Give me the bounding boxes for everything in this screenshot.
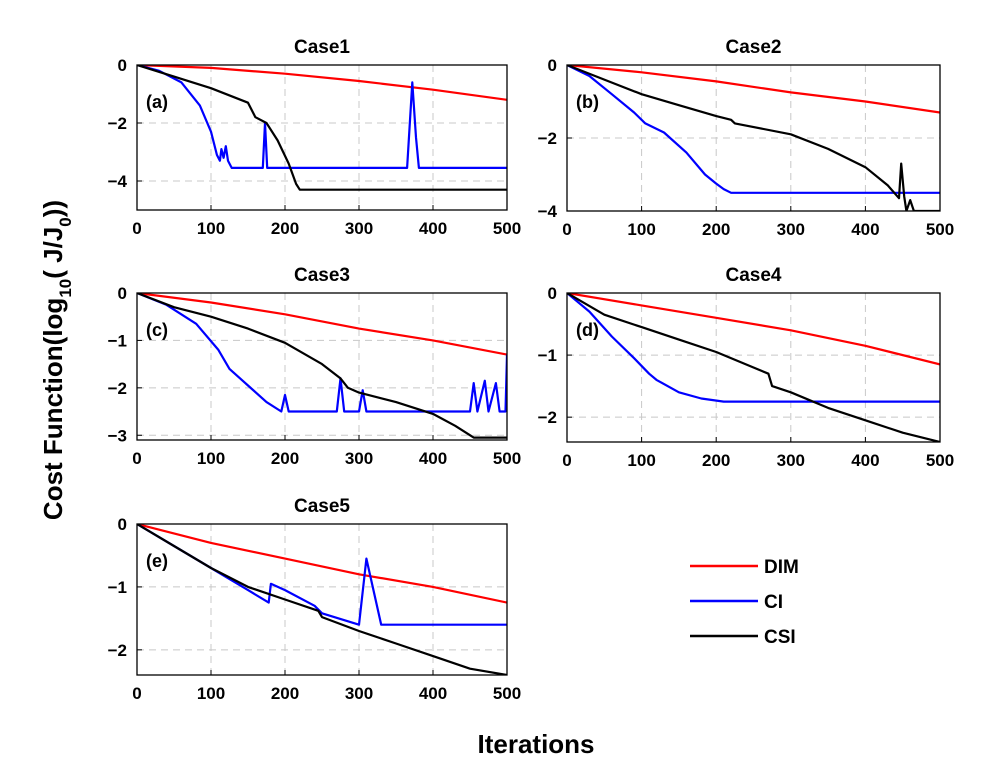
panel-case1: 0 100 200 300 400 500 0 −2 −4 Case1 (a) bbox=[108, 37, 522, 238]
series-csi-line bbox=[137, 293, 507, 439]
series-csi-line bbox=[567, 65, 940, 211]
x-tick-label: 300 bbox=[345, 449, 373, 468]
panel-case3: 0 100 200 300 400 500 0 −1 −2 −3 Case3 (c) bbox=[108, 265, 522, 468]
panel-case2: 0 100 200 300 400 500 0 −2 −4 Case2 (b) bbox=[538, 37, 955, 239]
legend: DIM CI CSI bbox=[690, 557, 799, 648]
panels: 0 100 200 300 400 500 0 −2 −4 Case1 (a) 0 100 200 300 4… bbox=[108, 37, 955, 703]
panel-tag-case5: (e) bbox=[146, 551, 168, 571]
y-tick-label: 0 bbox=[118, 56, 127, 75]
panel-title-case4: Case4 bbox=[726, 265, 782, 286]
x-tick-label: 100 bbox=[197, 449, 225, 468]
panel-title-case1: Case1 bbox=[294, 37, 350, 58]
y-tick-label: −2 bbox=[108, 114, 127, 133]
x-tick-label: 100 bbox=[197, 684, 225, 703]
series-csi-line bbox=[137, 65, 507, 191]
series-dim-line bbox=[137, 524, 507, 604]
panel-title-case2: Case2 bbox=[726, 37, 782, 58]
x-tick-label: 200 bbox=[271, 219, 299, 238]
x-tick-label: 300 bbox=[345, 219, 373, 238]
x-tick-label: 300 bbox=[777, 220, 805, 239]
x-tick-label: 200 bbox=[271, 684, 299, 703]
x-tick-label: 400 bbox=[851, 220, 879, 239]
series-ci-line bbox=[567, 293, 940, 403]
y-tick-label: −3 bbox=[108, 426, 127, 445]
y-tick-label: −2 bbox=[538, 129, 557, 148]
x-tick-label: 200 bbox=[271, 449, 299, 468]
plot-frame bbox=[136, 64, 508, 211]
y-tick-label: −4 bbox=[538, 202, 558, 221]
y-tick-label: −1 bbox=[538, 346, 557, 365]
x-tick-label: 500 bbox=[926, 451, 954, 470]
y-axis-label: Cost Function(log10( J/J0)) bbox=[38, 200, 75, 520]
y-tick-label: 0 bbox=[118, 284, 127, 303]
series-ci-line bbox=[137, 65, 507, 169]
series-ci-line bbox=[567, 65, 940, 194]
y-tick-label: −1 bbox=[108, 578, 127, 597]
panel-tag-case2: (b) bbox=[576, 92, 599, 112]
panel-title-case3: Case3 bbox=[294, 265, 350, 286]
legend-label-ci: CI bbox=[764, 592, 783, 613]
x-tick-label: 300 bbox=[777, 451, 805, 470]
x-tick-label: 500 bbox=[493, 684, 521, 703]
y-tick-label: −1 bbox=[108, 331, 127, 350]
series-ci-line bbox=[137, 293, 507, 413]
panel-tag-case1: (a) bbox=[146, 92, 168, 112]
x-tick-label: 0 bbox=[562, 220, 571, 239]
x-tick-label: 0 bbox=[562, 451, 571, 470]
series-csi-line bbox=[567, 293, 940, 442]
plot-frame bbox=[136, 523, 508, 676]
y-tick-label: 0 bbox=[548, 56, 557, 75]
series-dim-line bbox=[137, 293, 507, 356]
x-tick-label: 400 bbox=[419, 219, 447, 238]
x-tick-label: 200 bbox=[702, 451, 730, 470]
x-tick-label: 500 bbox=[493, 219, 521, 238]
x-axis-label: Iterations bbox=[477, 729, 594, 759]
plot-frame bbox=[566, 292, 941, 443]
y-tick-label: −2 bbox=[108, 641, 127, 660]
series-dim-line bbox=[137, 65, 507, 101]
y-tick-label: −2 bbox=[108, 379, 127, 398]
legend-label-dim: DIM bbox=[764, 557, 799, 578]
panel-case5: 0 100 200 300 400 500 0 −1 −2 Case5 (e) bbox=[108, 496, 522, 703]
series-dim-line bbox=[567, 65, 940, 114]
x-tick-label: 300 bbox=[345, 684, 373, 703]
plot-frame bbox=[136, 292, 508, 441]
x-tick-label: 200 bbox=[702, 220, 730, 239]
x-tick-label: 100 bbox=[627, 220, 655, 239]
panel-title-case5: Case5 bbox=[294, 496, 350, 517]
x-tick-label: 100 bbox=[627, 451, 655, 470]
panel-tag-case3: (c) bbox=[146, 320, 168, 340]
x-tick-label: 500 bbox=[493, 449, 521, 468]
panel-tag-case4: (d) bbox=[576, 320, 599, 340]
x-tick-label: 0 bbox=[132, 219, 141, 238]
x-tick-label: 0 bbox=[132, 684, 141, 703]
y-tick-label: 0 bbox=[118, 515, 127, 534]
y-tick-label: −2 bbox=[538, 408, 557, 427]
panel-case4: 0 100 200 300 400 500 0 −1 −2 Case4 (d) bbox=[538, 265, 955, 470]
series-csi-line bbox=[137, 524, 507, 675]
x-tick-label: 400 bbox=[419, 684, 447, 703]
x-tick-label: 400 bbox=[419, 449, 447, 468]
y-tick-label: −4 bbox=[108, 172, 128, 191]
x-tick-label: 0 bbox=[132, 449, 141, 468]
x-tick-label: 500 bbox=[926, 220, 954, 239]
x-tick-label: 400 bbox=[851, 451, 879, 470]
x-tick-label: 100 bbox=[197, 219, 225, 238]
legend-label-csi: CSI bbox=[764, 627, 796, 648]
series-dim-line bbox=[567, 293, 940, 366]
y-tick-label: 0 bbox=[548, 284, 557, 303]
